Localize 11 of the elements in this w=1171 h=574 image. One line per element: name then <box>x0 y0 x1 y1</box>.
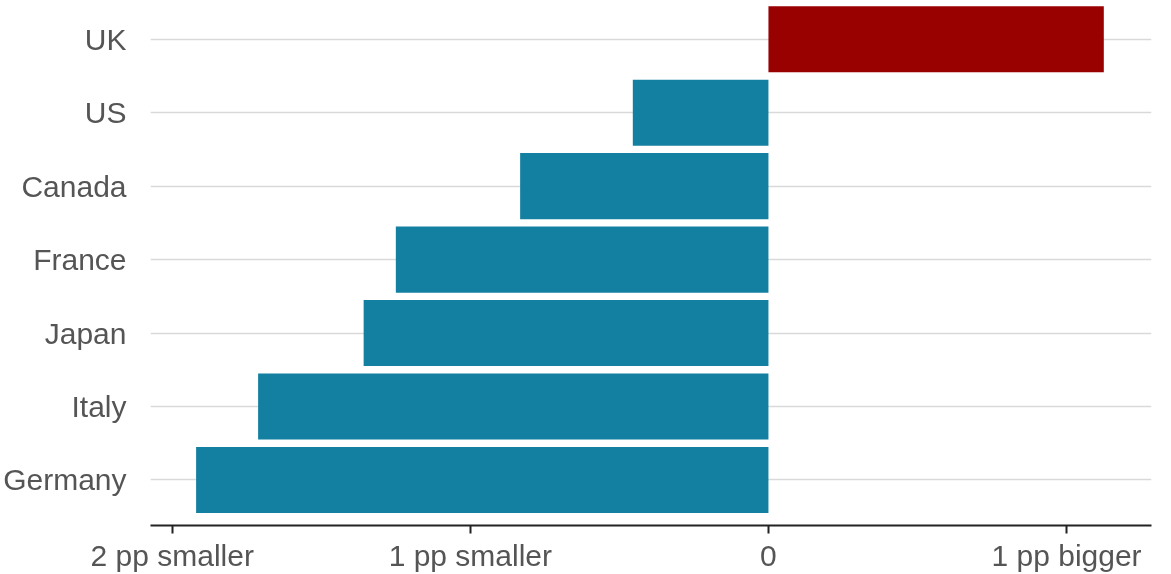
y-tick-label: Japan <box>44 316 127 350</box>
x-tick-label: 1 pp bigger <box>991 538 1142 572</box>
y-tick-label: US <box>84 96 127 130</box>
x-tick-label: 0 <box>760 538 777 572</box>
y-tick-label: France <box>33 243 127 277</box>
y-tick-label: UK <box>84 22 127 56</box>
y-tick-label: Italy <box>71 390 127 423</box>
y-tick-label: Canada <box>21 169 127 203</box>
x-tick-label: 2 pp smaller <box>90 538 254 572</box>
x-tick-label: 1 pp smaller <box>388 538 553 572</box>
y-tick-label: Germany <box>3 463 127 497</box>
